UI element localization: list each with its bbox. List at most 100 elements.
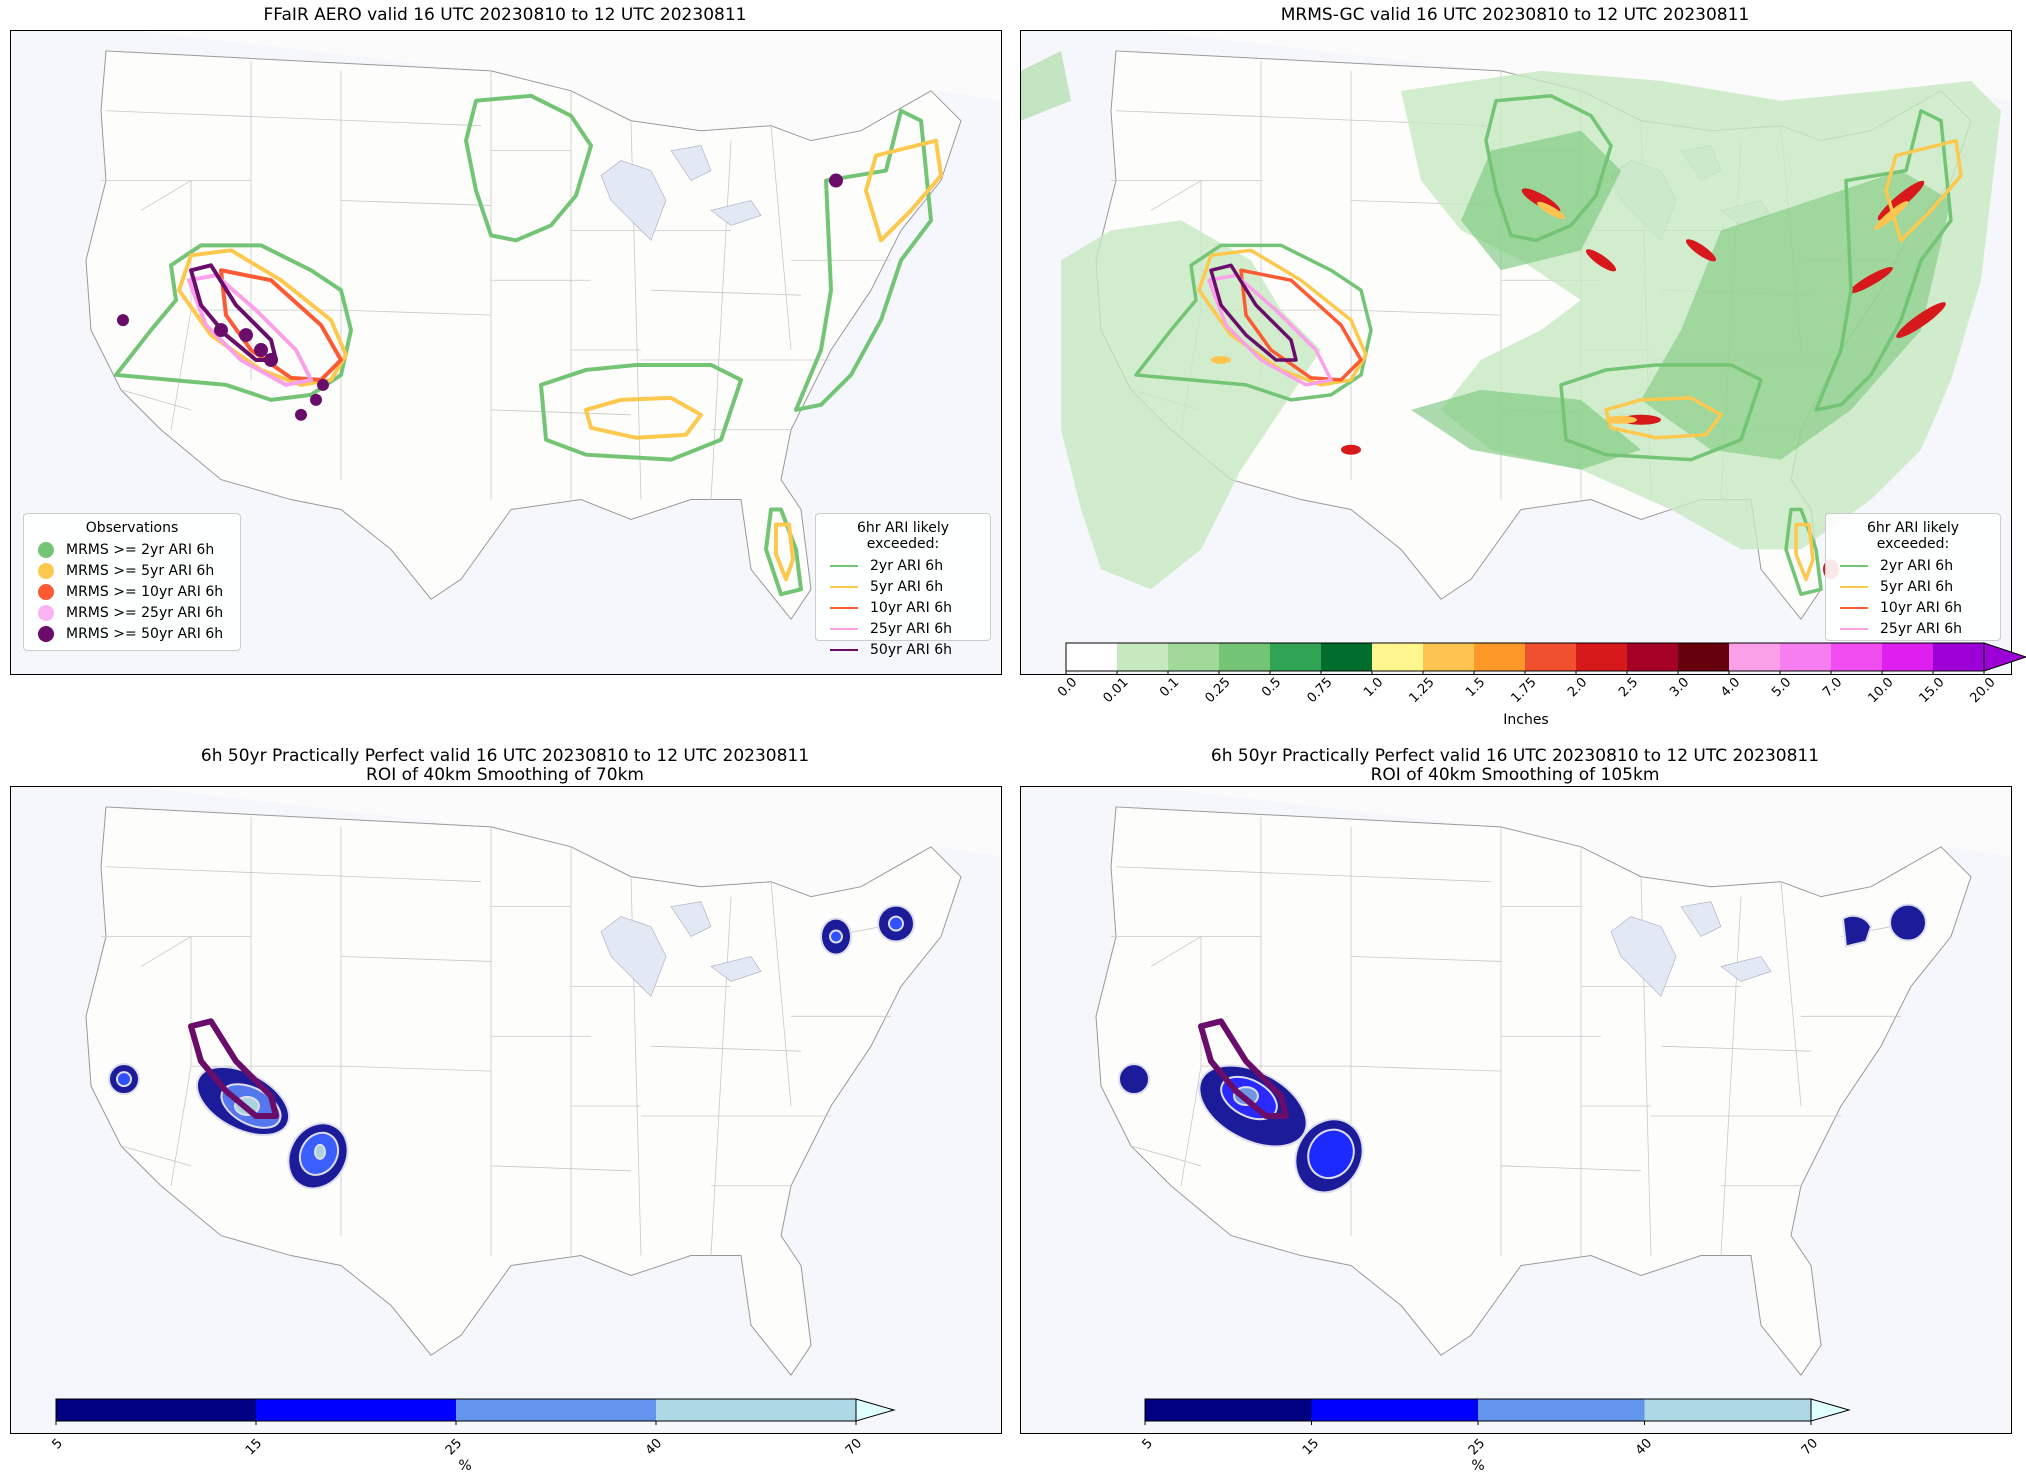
prob-colorbar-label-pp105: %	[1471, 1458, 1485, 1474]
ari-legend-title: 6hr ARI likely exceeded:	[856, 520, 950, 552]
legend-label: 5yr ARI 6h	[870, 578, 944, 595]
precip-tick-label: 7.0	[1820, 675, 1846, 701]
legend-label: 10yr ARI 6h	[1880, 599, 1962, 616]
ari-legend-title: 6hr ARI likely exceeded:	[1866, 520, 1960, 552]
precip-tick-label: 4.0	[1718, 675, 1744, 701]
precip-tick-label: 3.0	[1667, 675, 1693, 701]
prob-colorbar-segment	[1311, 1399, 1478, 1421]
map-aero	[85, 31, 1001, 621]
legend-dot-icon	[38, 562, 54, 579]
precip-colorbar-segment	[1168, 643, 1219, 671]
precip-tick-label: 2.5	[1616, 675, 1642, 701]
precip-colorbar: 0.0 0.01 0.1 0.25 0.5 0.75 1.0 1.25 1.5 1.75 2.0 2.…	[1055, 642, 2026, 723]
legend-line-icon	[830, 648, 858, 651]
prob-tick-label: 70	[842, 1436, 866, 1459]
prob-colorbar-pp105	[1144, 1398, 1965, 1433]
observations-legend: Observations MRMS >= 2yr ARI 6h MRMS >= …	[23, 513, 241, 651]
precip-colorbar-segment	[1831, 643, 1882, 671]
precip-colorbar-segment	[1882, 643, 1933, 671]
map-panel-pp70	[10, 786, 1002, 1434]
legend-label: 10yr ARI 6h	[870, 599, 952, 616]
pp70-50yr-contour	[188, 1018, 279, 1119]
prob-tick-label: 5	[1139, 1436, 1156, 1453]
great-lakes	[1610, 901, 1772, 997]
precip-tick-label: 0.5	[1259, 675, 1285, 701]
precip-colorbar-segment	[1780, 643, 1831, 671]
map-panel-mrms: 6hr ARI likely exceeded: 2yr ARI 6h 5yr …	[1020, 30, 2012, 675]
precip-colorbar-segment	[1576, 643, 1627, 671]
great-lakes	[600, 145, 762, 241]
precip-colorbar-segment	[1627, 643, 1678, 671]
pp105-probability-field	[1118, 903, 1927, 1194]
precip-tick-label: 0.25	[1202, 675, 1234, 707]
precip-tick-label: 20.0	[1967, 675, 1999, 707]
legend-label: MRMS >= 25yr ARI 6h	[66, 604, 224, 621]
legend-line-icon	[1840, 564, 1868, 567]
prob-colorbar-svg	[1144, 1398, 1851, 1425]
legend-row: MRMS >= 50yr ARI 6h	[32, 623, 232, 644]
precip-tick-label: 0.01	[1100, 675, 1132, 707]
prob-tick-label: 25	[442, 1436, 466, 1459]
legend-row: 2yr ARI 6h	[1834, 555, 1992, 576]
legend-row: MRMS >= 5yr ARI 6h	[32, 560, 232, 581]
basemap	[85, 787, 1001, 1377]
precip-colorbar-extend	[1983, 642, 2026, 672]
legend-label: MRMS >= 5yr ARI 6h	[66, 562, 215, 579]
prob-colorbar-segment	[1644, 1399, 1811, 1421]
prob-tick-label: 70	[1798, 1436, 1822, 1459]
legend-row: MRMS >= 10yr ARI 6h	[32, 581, 232, 602]
legend-line-icon	[830, 564, 858, 567]
prob-colorbar-label-pp70: %	[458, 1458, 472, 1474]
prob-tick-label: 15	[242, 1436, 266, 1459]
legend-dot-icon	[38, 625, 54, 642]
legend-label: 25yr ARI 6h	[870, 620, 952, 637]
legend-row: 25yr ARI 6h	[824, 618, 982, 639]
prob-colorbar-segment	[56, 1399, 256, 1421]
precip-tick-label: 0.0	[1055, 675, 1081, 701]
prob-colorbar-pp70	[55, 1398, 956, 1433]
legend-row: MRMS >= 25yr ARI 6h	[32, 602, 232, 623]
precip-tick-label: 0.75	[1304, 675, 1336, 707]
legend-label: 50yr ARI 6h	[870, 641, 952, 658]
mrms-ari-contours	[1134, 94, 1963, 596]
legend-label: MRMS >= 2yr ARI 6h	[66, 541, 215, 558]
prob-colorbar-segment	[656, 1399, 856, 1421]
precip-tick-label: 10.0	[1865, 675, 1897, 707]
precip-tick-label: 1.5	[1463, 675, 1489, 701]
precip-tick-label: 1.0	[1361, 675, 1387, 701]
us-land	[85, 806, 962, 1377]
map-mrms	[1021, 31, 2011, 621]
prob-colorbar-extend	[855, 1398, 896, 1422]
legend-row: 5yr ARI 6h	[824, 576, 982, 597]
precip-colorbar-segment	[1219, 643, 1270, 671]
panel-title-pp70: 6h 50yr Practically Perfect valid 16 UTC…	[200, 746, 810, 785]
precip-colorbar-segment	[1372, 643, 1423, 671]
legend-line-icon	[830, 585, 858, 588]
map-pp105	[1095, 787, 2011, 1377]
prob-colorbar-segment	[456, 1399, 656, 1421]
panel-title-mrms: MRMS-GC valid 16 UTC 20230810 to 12 UTC …	[1280, 5, 1750, 25]
precip-tick-label: 1.75	[1508, 675, 1540, 707]
precip-colorbar-segment	[1066, 643, 1117, 671]
legend-row: 25yr ARI 6h	[1834, 618, 1992, 639]
precip-colorbar-segment	[1933, 643, 1984, 671]
map-pp70	[85, 787, 1001, 1377]
precip-colorbar-label: Inches	[1503, 712, 1549, 728]
prob-colorbar-extend	[1810, 1398, 1851, 1422]
precip-tick-label: 5.0	[1769, 675, 1795, 701]
basemap	[85, 31, 1001, 621]
map-panel-aero: Observations MRMS >= 2yr ARI 6h MRMS >= …	[10, 30, 1002, 675]
legend-row: MRMS >= 2yr ARI 6h	[32, 539, 232, 560]
legend-line-icon	[830, 627, 858, 630]
prob-tick-label: 25	[1465, 1436, 1489, 1459]
prob-tick-label: 15	[1299, 1436, 1322, 1459]
legend-dot-icon	[38, 604, 54, 621]
basemap	[1095, 787, 2011, 1377]
legend-label: MRMS >= 50yr ARI 6h	[66, 625, 224, 642]
precip-colorbar-segment	[1729, 643, 1780, 671]
legend-line-icon	[1840, 606, 1868, 609]
mrms-precip-field	[1021, 50, 2001, 590]
legend-row: 50yr ARI 6h	[824, 639, 982, 660]
precip-colorbar-segment	[1117, 643, 1168, 671]
legend-dot-icon	[38, 583, 54, 600]
